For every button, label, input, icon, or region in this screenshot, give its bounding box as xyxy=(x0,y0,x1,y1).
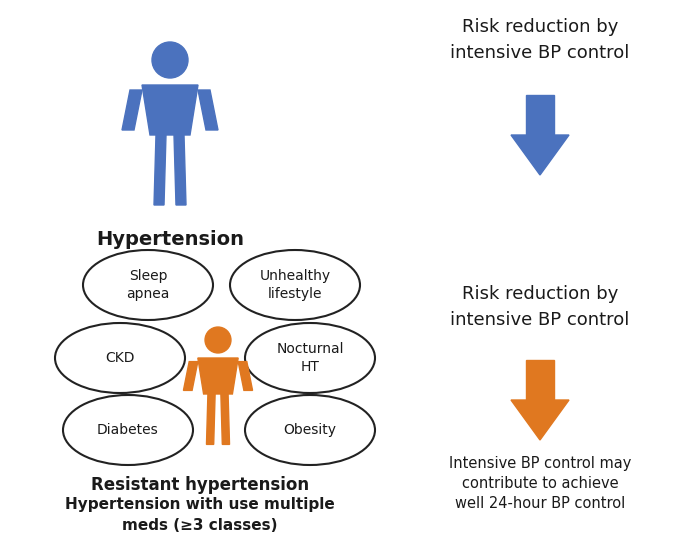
Text: Resistant hypertension: Resistant hypertension xyxy=(91,476,309,494)
Polygon shape xyxy=(122,90,142,130)
Text: Diabetes: Diabetes xyxy=(97,423,159,437)
Text: intensive BP control: intensive BP control xyxy=(450,311,630,329)
Polygon shape xyxy=(221,394,229,444)
Circle shape xyxy=(205,327,231,353)
Text: Sleep
apnea: Sleep apnea xyxy=(126,269,170,301)
Text: Unhealthy
lifestyle: Unhealthy lifestyle xyxy=(260,269,331,301)
Text: Hypertension with use multiple: Hypertension with use multiple xyxy=(65,497,335,512)
Text: CKD: CKD xyxy=(105,351,135,365)
Text: Hypertension: Hypertension xyxy=(96,230,244,249)
Text: Nocturnal
HT: Nocturnal HT xyxy=(276,342,344,374)
Text: Risk reduction by: Risk reduction by xyxy=(462,18,618,36)
Polygon shape xyxy=(511,400,569,440)
Polygon shape xyxy=(511,135,569,175)
Polygon shape xyxy=(198,358,238,394)
Text: well 24-hour BP control: well 24-hour BP control xyxy=(455,496,625,511)
Circle shape xyxy=(152,42,188,78)
Text: contribute to achieve: contribute to achieve xyxy=(462,476,619,491)
Bar xyxy=(526,360,554,400)
Polygon shape xyxy=(198,90,218,130)
Text: intensive BP control: intensive BP control xyxy=(450,44,630,62)
Polygon shape xyxy=(154,135,166,205)
Polygon shape xyxy=(184,362,198,390)
Text: Risk reduction by: Risk reduction by xyxy=(462,285,618,303)
Polygon shape xyxy=(142,85,198,135)
Polygon shape xyxy=(238,362,253,390)
Text: Intensive BP control may: Intensive BP control may xyxy=(449,456,631,471)
Polygon shape xyxy=(174,135,186,205)
Polygon shape xyxy=(206,394,215,444)
Bar xyxy=(526,95,554,135)
Text: Obesity: Obesity xyxy=(284,423,336,437)
Text: meds (≥3 classes): meds (≥3 classes) xyxy=(122,518,277,533)
